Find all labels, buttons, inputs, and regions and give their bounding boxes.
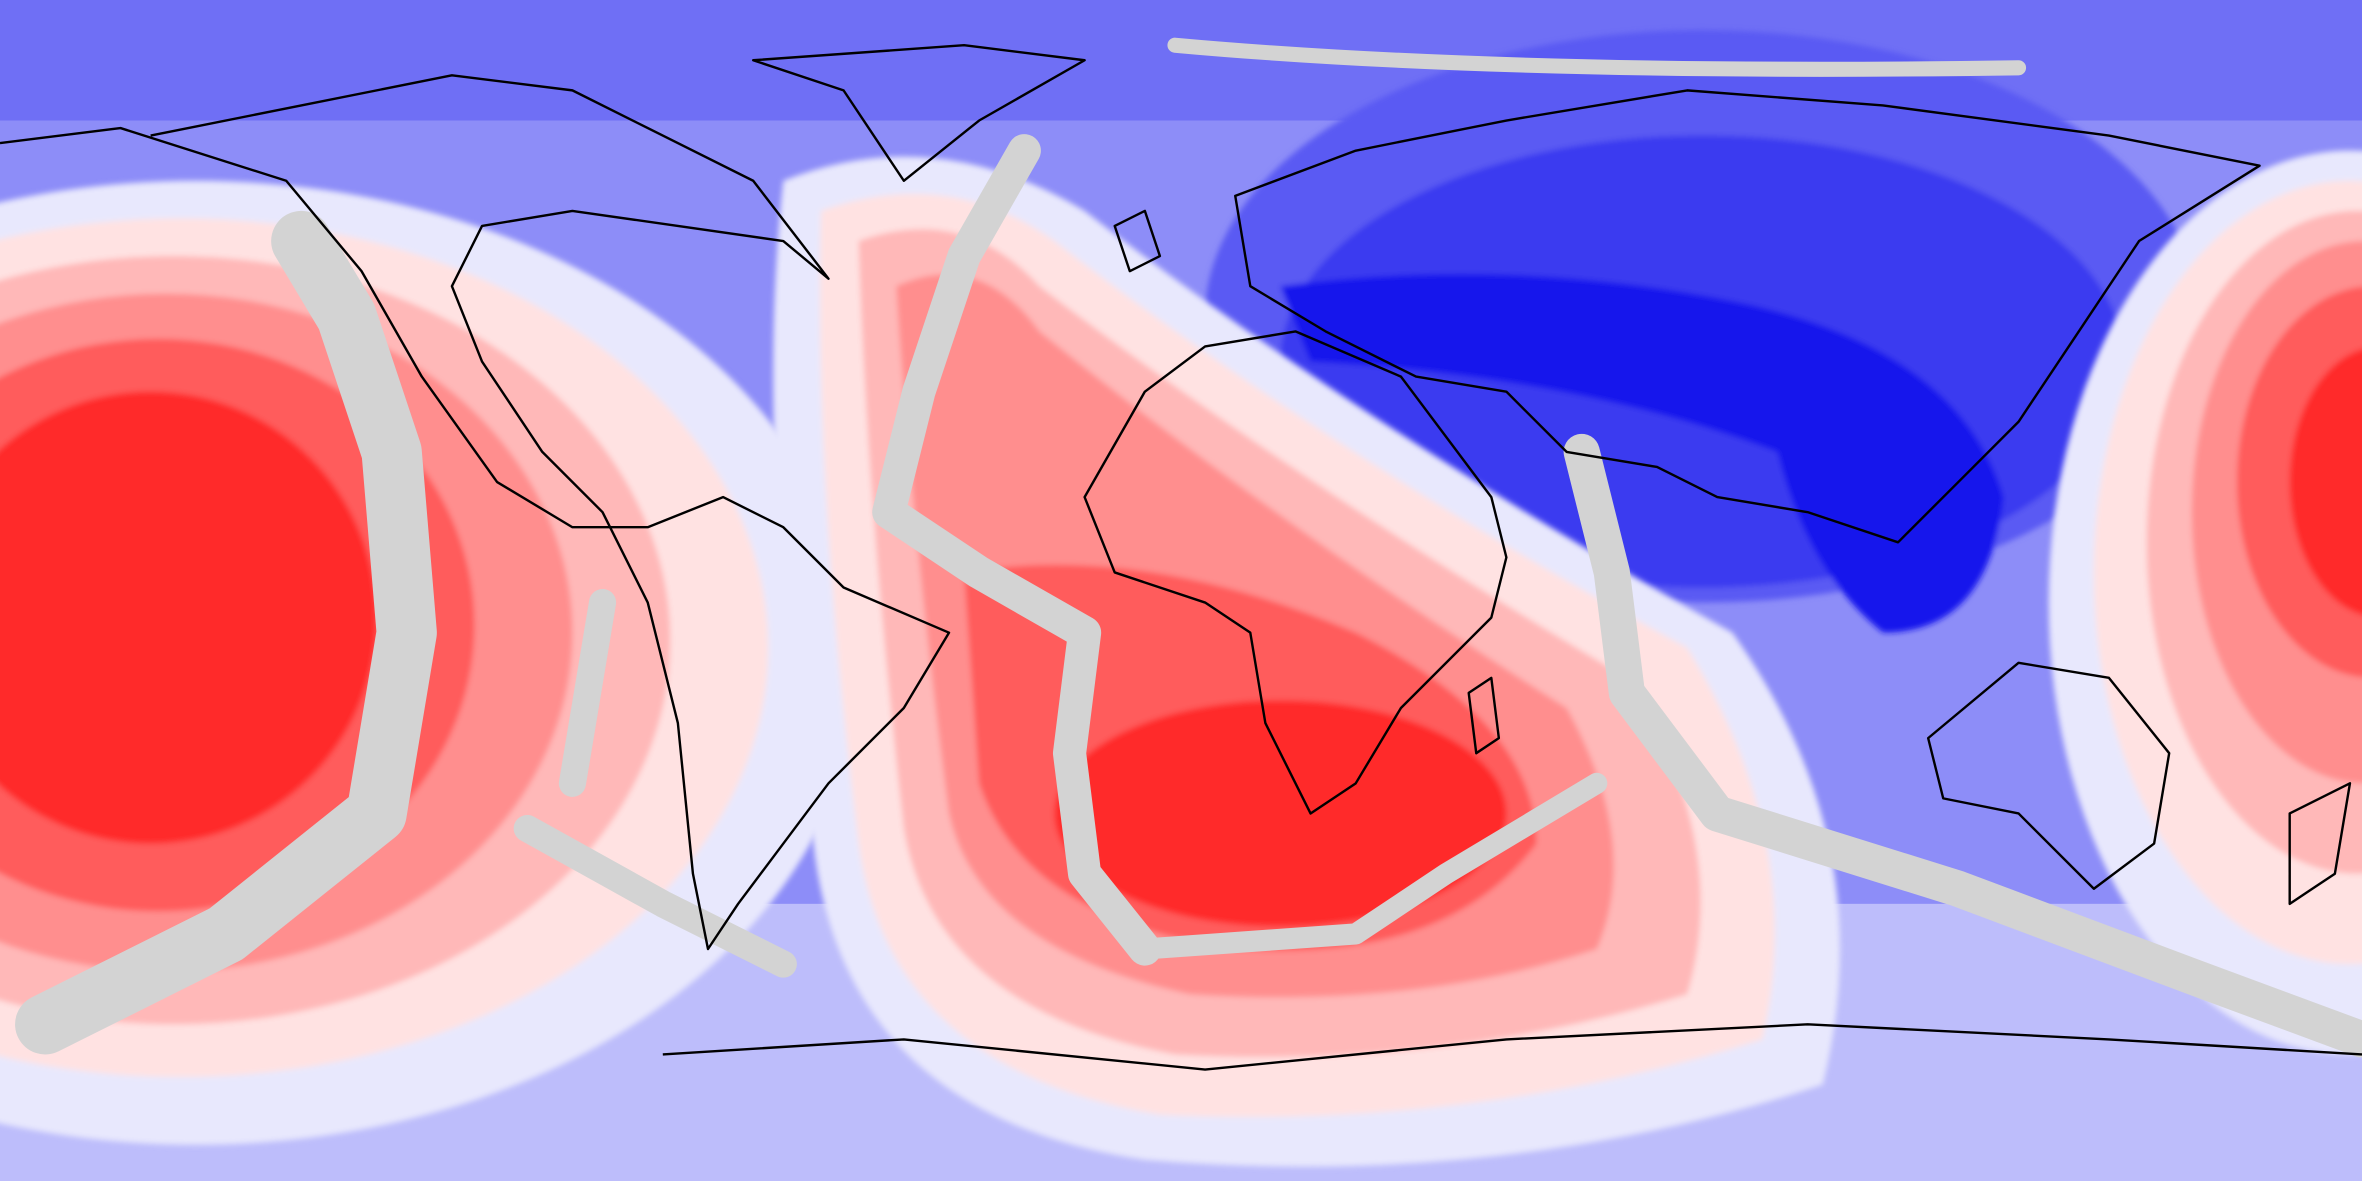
coastlines	[0, 43, 2362, 1071]
positive-anomaly-pacific-east	[2048, 150, 2362, 1055]
negative-anomaly-asia	[1205, 30, 2200, 633]
ridge-masks	[15, 37, 2362, 1058]
